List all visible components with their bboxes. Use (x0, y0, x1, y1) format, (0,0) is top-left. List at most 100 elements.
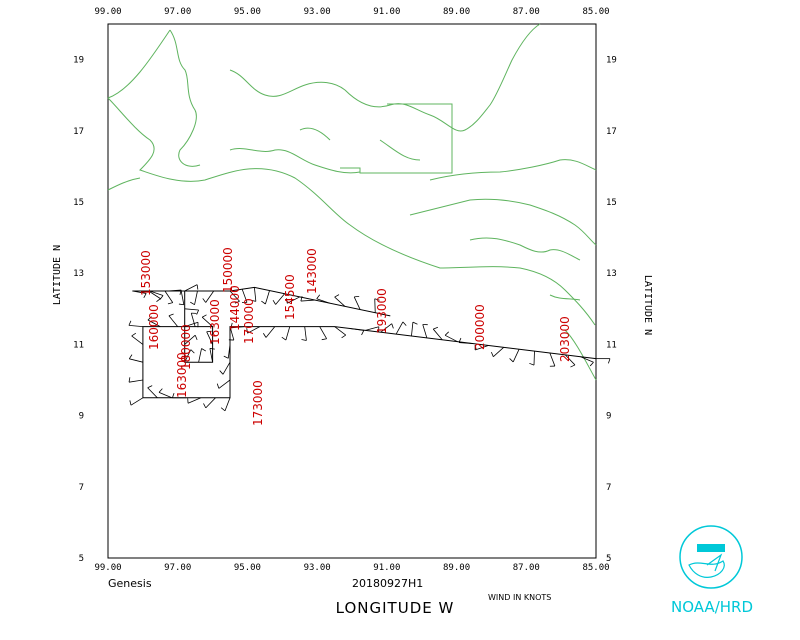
wind-barb (222, 362, 231, 375)
wind-barb-feather (206, 330, 212, 333)
wind-barb (209, 348, 213, 363)
flight-track (132, 286, 597, 399)
wind-barb (218, 379, 231, 389)
wind-barb (549, 352, 556, 367)
wind-barb (265, 326, 276, 338)
wind-barb-feather (433, 326, 439, 330)
lat-tick-label: 9 (79, 412, 84, 422)
wind-barb (365, 326, 379, 331)
wind-barb (194, 290, 198, 305)
wind-barb-feather (374, 298, 380, 301)
wind-barb-feather (300, 296, 303, 302)
wind-barb-feather (261, 300, 266, 305)
time-label: 200000 (473, 304, 487, 350)
wind-barb (458, 342, 474, 344)
wind-barb (184, 334, 196, 345)
wind-barb (411, 322, 414, 337)
wind-barb-feather (272, 300, 276, 305)
wind-barb-feather (354, 295, 360, 298)
wind-barb (493, 347, 504, 357)
wind-barb (353, 296, 361, 310)
flight-id: 20180927H1 (352, 577, 423, 590)
lon-tick-label: 91.00 (373, 7, 400, 17)
wind-barb-feather (202, 298, 207, 303)
wind-barb (227, 344, 231, 359)
wind-barb (229, 326, 235, 341)
lon-tick-label: 97.00 (164, 7, 191, 17)
wind-barb-feather (179, 289, 182, 295)
lon-tick-label: 99.00 (94, 563, 121, 573)
wind-barb-feather (168, 313, 174, 317)
wind-barb (205, 397, 216, 409)
latitude-ticks-left: 19 17 15 13 11 9 7 5 (73, 56, 84, 564)
plot-frame (107, 23, 597, 559)
lat-tick-label: 17 (606, 127, 617, 137)
wind-barb (580, 356, 594, 363)
wind-barb (265, 290, 270, 305)
lon-tick-label: 97.00 (164, 563, 191, 573)
wind-barb-feather (201, 314, 207, 318)
wind-barb (167, 289, 182, 292)
wind-barb (229, 290, 240, 302)
wind-barb-feather (490, 351, 494, 357)
wind-barb-feather (190, 349, 195, 354)
wind-barb (319, 326, 327, 339)
wind-barb (148, 290, 161, 299)
time-label: 203000 (558, 316, 572, 362)
wind-barb-feather (608, 358, 611, 364)
wind-barb-feather (444, 331, 449, 336)
wind-barb (349, 328, 364, 331)
time-label: 160000 (147, 304, 161, 350)
wind-barb (285, 326, 291, 341)
time-label: 143000 (305, 248, 319, 294)
time-label: 193000 (375, 288, 389, 334)
lon-tick-label: 85.00 (582, 7, 609, 17)
y-axis-label-right: LATITUDE N (642, 275, 653, 335)
wind-barb-feather (167, 302, 173, 305)
wind-barb (334, 326, 346, 336)
wind-barb (474, 345, 489, 351)
wind-barb-feather (341, 334, 346, 339)
wind-barb-feather (178, 303, 184, 306)
lat-tick-label: 7 (606, 483, 611, 493)
lat-tick-label: 15 (73, 198, 84, 208)
wind-barb (300, 299, 315, 302)
lon-tick-label: 93.00 (304, 7, 331, 17)
wind-barb (254, 287, 257, 302)
time-label: 154500 (283, 274, 297, 320)
x-axis-label: LONGITUDE W (336, 599, 455, 617)
wind-barb (230, 326, 245, 329)
lon-tick-label: 87.00 (513, 7, 540, 17)
wind-barb (147, 387, 158, 399)
lon-tick-label: 99.00 (94, 7, 121, 17)
wind-barb (128, 379, 143, 383)
longitude-ticks-top: 99.00 97.00 95.00 93.00 91.00 89.00 87.00 85.00 (94, 7, 609, 17)
wind-barb-feather (529, 362, 535, 366)
wind-barb (147, 319, 161, 327)
wind-barb (129, 358, 143, 363)
lon-tick-label: 85.00 (582, 563, 609, 573)
wind-barb (190, 313, 196, 327)
lat-tick-label: 13 (73, 269, 84, 279)
time-label: 150000 (221, 247, 235, 293)
wind-barb-feather (570, 364, 576, 368)
y-axis-label-left: LATITUDE N (52, 245, 63, 305)
wind-units-label: WIND IN KNOTS (488, 593, 551, 602)
wind-barb-feather (316, 294, 321, 299)
wind-barb (304, 326, 307, 341)
time-label: 144000 (228, 285, 242, 331)
wind-barb-feather (172, 392, 175, 398)
wind-barb (184, 321, 199, 327)
wind-barb (184, 308, 199, 311)
wind-barb-feather (156, 298, 161, 303)
lat-tick-label: 17 (73, 127, 84, 137)
noaa-logo (679, 525, 743, 589)
wind-barb-feather (281, 336, 287, 341)
wind-barb-feather (201, 348, 207, 352)
wind-barb-feather (391, 323, 394, 329)
wind-barb (201, 316, 213, 327)
wind-barb-feather (458, 337, 462, 343)
time-label: 180000 (179, 324, 193, 370)
time-label: 163000 (208, 299, 222, 345)
